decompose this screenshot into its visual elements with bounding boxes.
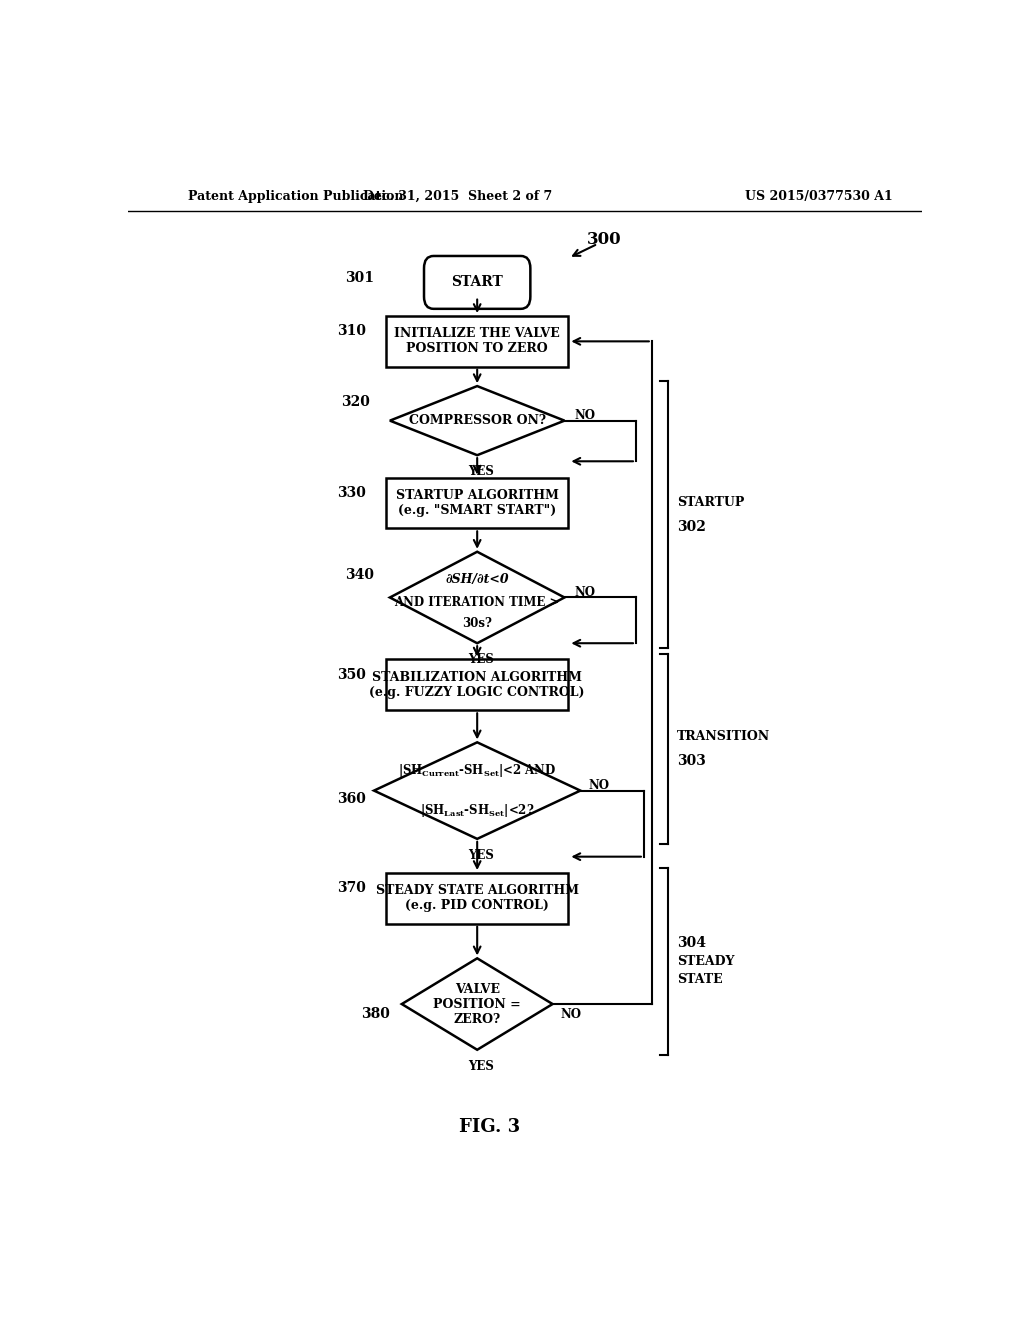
Text: 370: 370 — [337, 882, 367, 895]
Text: NO: NO — [574, 586, 595, 599]
Text: 310: 310 — [337, 325, 367, 338]
Polygon shape — [374, 742, 581, 840]
Bar — [386, 873, 568, 924]
Text: US 2015/0377530 A1: US 2015/0377530 A1 — [744, 190, 892, 202]
Text: 302: 302 — [677, 520, 706, 533]
Text: STEADY STATE ALGORITHM
(e.g. PID CONTROL): STEADY STATE ALGORITHM (e.g. PID CONTROL… — [376, 884, 579, 912]
Text: 330: 330 — [337, 486, 367, 500]
Text: STARTUP: STARTUP — [677, 496, 744, 510]
Text: 304: 304 — [677, 936, 707, 950]
Text: AND ITERATION TIME >: AND ITERATION TIME > — [394, 597, 560, 609]
Text: YES: YES — [468, 849, 495, 862]
Text: STABILIZATION ALGORITHM
(e.g. FUZZY LOGIC CONTROL): STABILIZATION ALGORITHM (e.g. FUZZY LOGI… — [370, 671, 585, 698]
Text: NO: NO — [588, 779, 609, 792]
Text: |SH$_{\mathregular{Last}}$-SH$_{\mathregular{Set}}$|<2?: |SH$_{\mathregular{Last}}$-SH$_{\mathreg… — [420, 803, 535, 820]
Text: VALVE
POSITION =
ZERO?: VALVE POSITION = ZERO? — [433, 982, 521, 1026]
Polygon shape — [401, 958, 553, 1049]
Text: 380: 380 — [361, 1007, 390, 1022]
Text: 320: 320 — [341, 395, 370, 409]
Text: YES: YES — [468, 465, 495, 478]
Text: INITIALIZE THE VALVE
POSITION TO ZERO: INITIALIZE THE VALVE POSITION TO ZERO — [394, 327, 560, 355]
Text: STARTUP ALGORITHM
(e.g. "SMART START"): STARTUP ALGORITHM (e.g. "SMART START") — [395, 488, 559, 517]
Text: 303: 303 — [677, 754, 706, 768]
Text: TRANSITION: TRANSITION — [677, 730, 770, 743]
Text: STEADY: STEADY — [677, 954, 734, 968]
Text: ∂SH/∂t<0: ∂SH/∂t<0 — [445, 573, 509, 586]
Text: NO: NO — [560, 1007, 582, 1020]
Text: Dec. 31, 2015  Sheet 2 of 7: Dec. 31, 2015 Sheet 2 of 7 — [362, 190, 552, 202]
Text: 350: 350 — [337, 668, 367, 681]
Bar — [386, 315, 568, 367]
Text: FIG. 3: FIG. 3 — [459, 1118, 519, 1137]
Text: 340: 340 — [345, 568, 374, 582]
Text: 301: 301 — [345, 272, 374, 285]
Bar — [386, 478, 568, 528]
Text: 30s?: 30s? — [462, 618, 493, 631]
Text: YES: YES — [468, 653, 495, 667]
FancyBboxPatch shape — [424, 256, 530, 309]
Bar — [386, 660, 568, 710]
Text: Patent Application Publication: Patent Application Publication — [187, 190, 403, 202]
Polygon shape — [390, 552, 564, 643]
Text: 360: 360 — [337, 792, 367, 805]
Text: 300: 300 — [587, 231, 622, 248]
Text: NO: NO — [574, 409, 595, 422]
Text: COMPRESSOR ON?: COMPRESSOR ON? — [409, 414, 546, 428]
Polygon shape — [390, 385, 564, 455]
Text: YES: YES — [468, 1060, 495, 1073]
Text: STATE: STATE — [677, 973, 723, 986]
Text: |SH$_{\mathregular{Current}}$-SH$_{\mathregular{Set}}$|<2 AND: |SH$_{\mathregular{Current}}$-SH$_{\math… — [398, 762, 556, 779]
Text: START: START — [452, 276, 503, 289]
